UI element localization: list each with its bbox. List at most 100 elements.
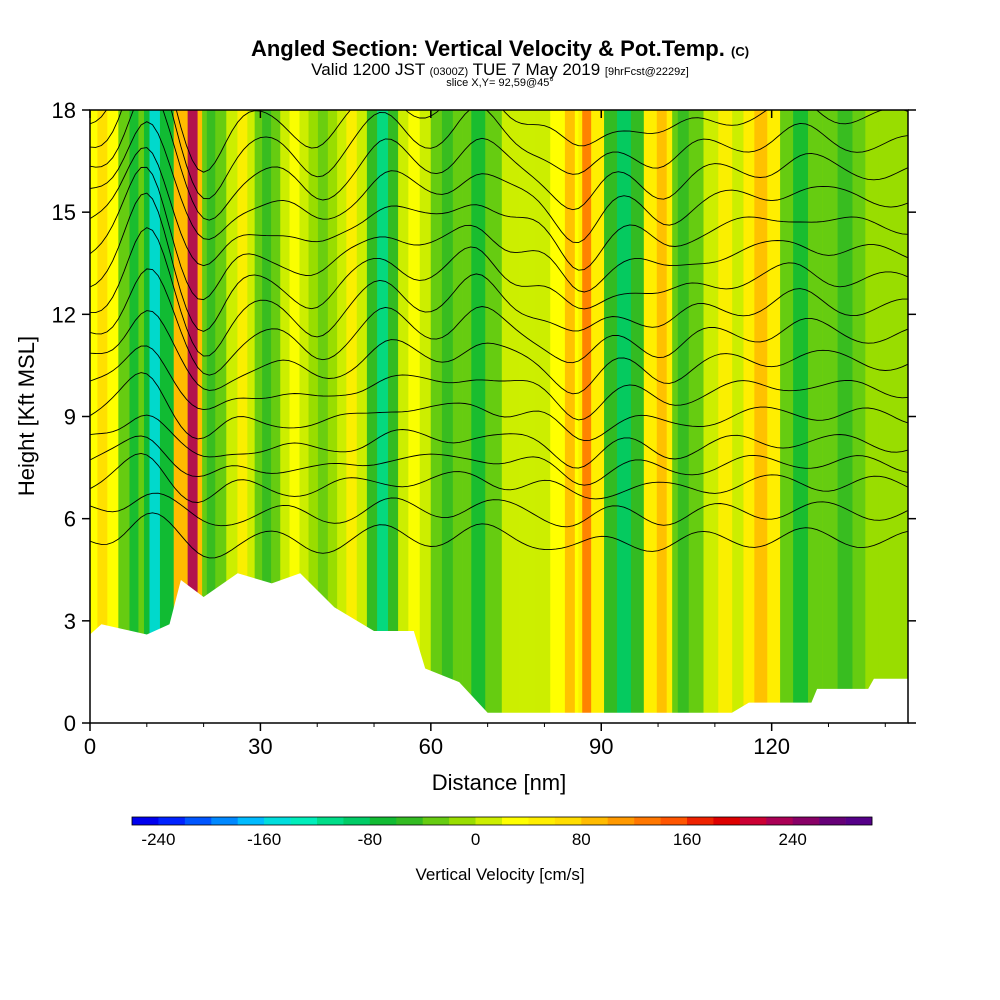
isentrope-6	[90, 166, 908, 301]
colorbar-swatch-4	[237, 817, 265, 825]
colorbar-swatch-26	[819, 817, 846, 825]
valid-time: Valid 1200 JST	[311, 60, 425, 79]
velocity-core-10	[377, 110, 389, 723]
colorbar: -240 -160 -80 0 80 160 240	[131, 816, 873, 849]
x-tick-label-4: 120	[753, 734, 790, 759]
isentrope-15	[90, 492, 908, 528]
chart-title-unit: (C)	[731, 44, 750, 59]
chart-title: Angled Section: Vertical Velocity & Pot.…	[0, 36, 1000, 62]
colorbar-swatch-16	[554, 817, 582, 825]
colorbar-swatch-7	[317, 817, 344, 825]
isentrope-7	[90, 147, 908, 271]
velocity-core-17	[617, 110, 631, 723]
isentrope-0	[90, 372, 908, 442]
colorbar-swatch-14	[502, 817, 529, 825]
x-axis-label: Distance [nm]	[432, 770, 567, 795]
colorbar-swatch-12	[449, 817, 476, 825]
velocity-core-13	[471, 110, 486, 723]
colorbar-swatch-22	[713, 817, 741, 825]
isentrope-8	[90, 121, 908, 244]
velocity-core-24	[878, 110, 894, 723]
velocity-core-0	[97, 110, 108, 723]
velocity-core-15	[564, 110, 575, 723]
terrain-profile	[90, 573, 908, 723]
velocity-core-23	[837, 110, 853, 723]
x-tick-label-2: 60	[419, 734, 443, 759]
velocity-core-2	[149, 110, 160, 723]
colorbar-label: Vertical Velocity [cm/s]	[415, 865, 584, 884]
y-tick-label-5: 15	[52, 200, 76, 225]
colorbar-swatch-23	[739, 817, 767, 825]
colorbar-swatch-17	[581, 817, 609, 825]
velocity-core-9	[346, 110, 357, 723]
isentrope-2	[90, 310, 908, 395]
valid-date: TUE 7 May 2019	[472, 60, 601, 79]
colorbar-swatch-6	[290, 817, 318, 825]
colorbar-swatch-19	[634, 817, 661, 825]
slice-info: slice X,Y= 92,59@45°	[446, 77, 554, 89]
y-tick-label-2: 6	[64, 507, 76, 532]
velocity-core-18	[656, 110, 667, 723]
y-tick-label-1: 3	[64, 609, 76, 634]
colorbar-swatch-21	[687, 817, 714, 825]
colorbar-swatch-20	[660, 817, 688, 825]
velocity-core-3	[187, 110, 198, 723]
colorbar-swatch-2	[184, 817, 212, 825]
velocity-core-8	[317, 110, 328, 723]
colorbar-tick-5: 160	[673, 830, 701, 849]
colorbar-swatch-10	[396, 817, 424, 825]
isentrope-12	[90, 452, 908, 503]
colorbar-swatch-0	[132, 817, 159, 825]
isentrope-9	[90, 110, 908, 221]
chart-subtitle: Valid 1200 JST (0300Z) TUE 7 May 2019 [9…	[0, 60, 1000, 80]
colorbar-swatch-13	[475, 817, 503, 825]
isentrope-3	[90, 268, 908, 376]
colorbar-swatch-25	[792, 817, 820, 825]
colorbar-swatch-18	[607, 817, 635, 825]
terrain	[90, 573, 908, 723]
colorbar-swatch-5	[264, 817, 291, 825]
colorbar-swatch-24	[766, 817, 794, 825]
x-tick-label-3: 90	[589, 734, 613, 759]
isentrope-1	[90, 345, 908, 421]
colorbar-tick-4: 80	[572, 830, 591, 849]
colorbar-frame	[131, 816, 873, 826]
valid-zulu: (0300Z)	[429, 66, 469, 78]
colorbar-swatch-9	[369, 817, 397, 825]
velocity-core-14	[518, 110, 536, 723]
isentrope-13	[90, 435, 908, 486]
isentrope-16	[90, 512, 908, 559]
axes: 0 30 60 90 120 0 3 6 9 12 15 18	[52, 98, 916, 759]
colorbar-tick-2: -80	[358, 830, 383, 849]
y-tick-label-4: 12	[52, 302, 76, 327]
colorbar-tick-3: 0	[471, 830, 480, 849]
x-tick-label-0: 0	[84, 734, 96, 759]
isentrope-5	[90, 192, 908, 332]
chart-title-text: Angled Section: Vertical Velocity & Pot.…	[250, 36, 725, 61]
colorbar-swatch-27	[845, 817, 873, 825]
y-tick-label-6: 18	[52, 98, 76, 123]
velocity-core-12	[441, 110, 453, 723]
colorbar-tick-0: -240	[141, 830, 175, 849]
colorbar-tick-6: 240	[779, 830, 807, 849]
x-tick-label-1: 30	[248, 734, 272, 759]
y-axis-label: Height [Kft MSL]	[14, 336, 39, 496]
velocity-core-7	[289, 110, 300, 723]
colorbar-swatch-3	[211, 817, 239, 825]
colorbar-swatch-8	[343, 817, 371, 825]
velocity-core-20	[718, 110, 733, 723]
velocity-core-21	[754, 110, 768, 723]
potential-temperature-contours	[90, 110, 908, 559]
velocity-core-6	[262, 110, 272, 723]
isentrope-14	[90, 414, 908, 469]
colorbar-swatch-15	[528, 817, 556, 825]
y-tick-label-0: 0	[64, 711, 76, 736]
isentrope-4	[90, 227, 908, 357]
colorbar-swatch-11	[422, 817, 450, 825]
velocity-core-19	[677, 110, 689, 723]
y-tick-label-3: 9	[64, 405, 76, 430]
velocity-core-4	[206, 110, 216, 723]
colorbar-tick-1: -160	[247, 830, 281, 849]
velocity-core-16	[582, 110, 592, 723]
